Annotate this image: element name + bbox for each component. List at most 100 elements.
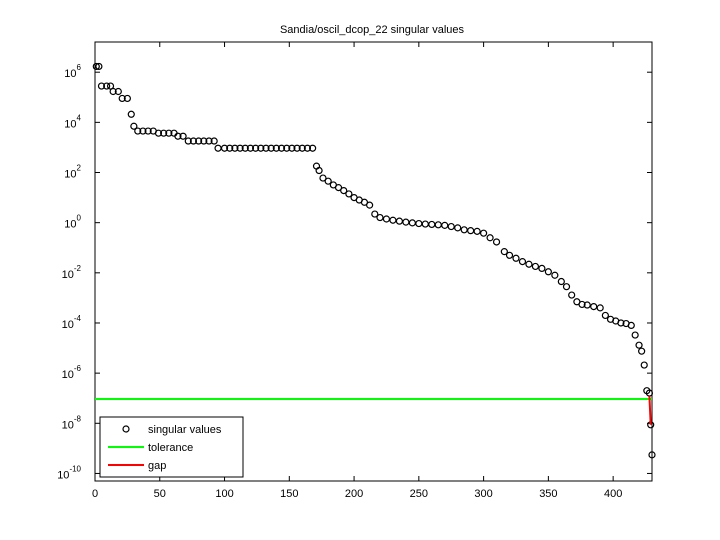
- data-point: [557, 277, 565, 286]
- data-point: [601, 311, 609, 320]
- data-point: [283, 144, 291, 152]
- y-tick-base: 10: [64, 219, 76, 231]
- y-tick-exponent: 0: [77, 214, 82, 223]
- x-tick-label: 250: [410, 488, 428, 500]
- data-point: [123, 94, 131, 103]
- data-point: [583, 301, 591, 309]
- y-tick-base: 10: [62, 369, 74, 381]
- data-point: [127, 110, 135, 118]
- data-point: [492, 238, 501, 246]
- data-point: [272, 144, 280, 152]
- data-point: [525, 260, 533, 268]
- data-point: [480, 229, 488, 237]
- x-tick-label: 400: [604, 488, 622, 500]
- x-tick-label: 0: [92, 488, 98, 500]
- data-point: [160, 129, 168, 137]
- data-point: [220, 144, 229, 152]
- data-line: [648, 396, 652, 425]
- legend-label: tolerance: [148, 442, 193, 454]
- y-tick-exponent: 6: [77, 63, 82, 72]
- y-tick-label: 10-6: [62, 364, 82, 381]
- data-point: [627, 321, 635, 330]
- data-point: [109, 87, 117, 96]
- data-point: [631, 331, 639, 339]
- data-point: [645, 389, 654, 397]
- y-tick-exponent: 2: [77, 164, 82, 173]
- legend-label: gap: [148, 460, 166, 472]
- y-tick-base: 10: [57, 469, 69, 481]
- data-point: [578, 300, 586, 309]
- data-point: [395, 217, 404, 225]
- data-point: [165, 129, 173, 137]
- data-point: [189, 137, 198, 145]
- y-tick-label: 102: [64, 164, 81, 181]
- data-point: [130, 122, 138, 130]
- y-tick-label: 106: [64, 63, 81, 80]
- data-point: [298, 144, 306, 152]
- y-tick-exponent: -2: [74, 264, 82, 273]
- y-tick-label: 104: [64, 113, 81, 130]
- y-tick-label: 10-8: [62, 414, 82, 431]
- data-point: [293, 144, 301, 152]
- data-point: [531, 262, 540, 271]
- data-point: [648, 451, 656, 459]
- data-point: [538, 264, 546, 273]
- data-point: [324, 177, 332, 185]
- y-tick-base: 10: [62, 419, 74, 431]
- data-point: [277, 144, 286, 152]
- y-tick-base: 10: [62, 269, 74, 281]
- data-point: [334, 184, 343, 192]
- data-point: [345, 190, 353, 198]
- data-point: [303, 144, 312, 152]
- data-point: [382, 215, 391, 223]
- legend-marker: [122, 425, 130, 433]
- y-tick-base: 10: [62, 319, 74, 331]
- data-point: [376, 213, 384, 222]
- data-point: [231, 144, 239, 152]
- data-point: [340, 186, 348, 195]
- legend-label: singular values: [148, 424, 222, 436]
- data-point: [447, 222, 455, 231]
- data-point: [210, 137, 218, 145]
- data-point: [144, 127, 152, 135]
- y-tick-base: 10: [64, 68, 76, 80]
- data-point: [241, 144, 249, 152]
- x-tick-label: 50: [154, 488, 166, 500]
- plot-area: [94, 41, 653, 482]
- data-point: [92, 62, 100, 71]
- y-tick-base: 10: [64, 118, 76, 130]
- data-point: [512, 254, 520, 262]
- data-point: [562, 283, 571, 291]
- x-tick-label: 200: [345, 488, 363, 500]
- data-point: [441, 221, 449, 229]
- data-point: [267, 144, 275, 152]
- chart-title: Sandia/oscil_dcop_22 singular values: [280, 24, 465, 36]
- data-point: [205, 137, 213, 145]
- data-point: [366, 201, 374, 209]
- data-point: [97, 82, 106, 90]
- x-tick-label: 150: [280, 488, 298, 500]
- data-point: [114, 87, 122, 96]
- y-tick-label: 10-2: [62, 264, 82, 281]
- data-point: [139, 127, 147, 135]
- data-point: [262, 144, 270, 152]
- y-tick-exponent: -6: [74, 364, 82, 373]
- y-tick-label: 100: [64, 214, 81, 231]
- data-point: [486, 234, 494, 242]
- data-point: [174, 132, 182, 140]
- data-point: [200, 137, 208, 145]
- data-point: [454, 224, 462, 232]
- data-point: [640, 361, 648, 369]
- data-point: [184, 137, 192, 145]
- data-point: [95, 62, 103, 71]
- data-point: [315, 166, 323, 175]
- y-tick-label: 10-4: [62, 314, 82, 331]
- data-point: [617, 319, 625, 327]
- data-point: [518, 258, 527, 266]
- data-point: [252, 144, 260, 152]
- data-point: [638, 347, 646, 355]
- data-point: [568, 291, 576, 299]
- data-point: [500, 248, 508, 256]
- data-point: [154, 129, 163, 137]
